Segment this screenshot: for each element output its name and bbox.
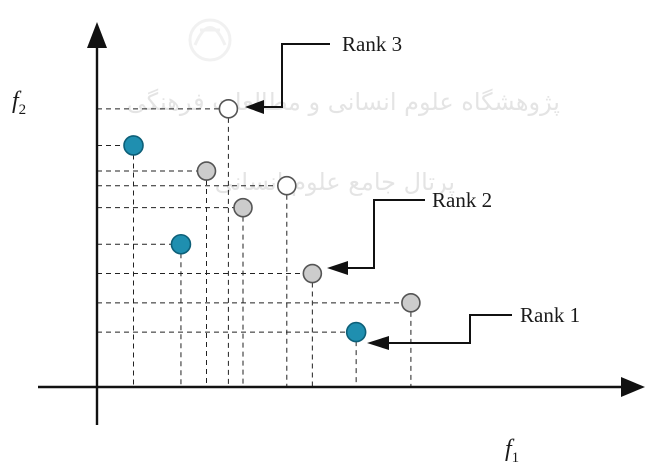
rank2-point <box>401 293 421 313</box>
rank3-point <box>276 175 297 196</box>
rank2-pointer-arrow-icon <box>327 261 348 275</box>
rank1-label: Rank 1 <box>520 303 580 327</box>
rank3-label: Rank 3 <box>342 32 402 56</box>
rank1-pointer-line <box>387 314 512 344</box>
solution-points <box>123 99 421 343</box>
rank1-point <box>170 233 192 255</box>
rank2-point <box>233 197 253 218</box>
watermark: پژوهشگاه علوم انسانی و مطالعات فرهنگی پر… <box>127 18 560 196</box>
rank1-point <box>345 321 367 343</box>
rank2-point <box>196 161 217 181</box>
rank3-callout: Rank 3 <box>245 32 402 114</box>
watermark-emblem-icon <box>188 18 232 62</box>
watermark-line-2: پرتال جامع علوم انسانی <box>215 168 455 196</box>
rank1-point <box>123 135 144 156</box>
rank1-pointer-arrow-icon <box>367 336 389 350</box>
rank3-pointer-line <box>262 43 330 108</box>
x-axis-label: f1 <box>505 436 519 466</box>
watermark-line-1: پژوهشگاه علوم انسانی و مطالعات فرهنگی <box>127 88 560 116</box>
rank3-pointer-arrow-icon <box>245 100 264 114</box>
rank3-point <box>218 99 239 119</box>
x-axis-arrow-icon <box>621 377 645 397</box>
axes: f1 f2 <box>12 22 645 466</box>
y-axis-arrow-icon <box>87 22 107 48</box>
rank2-pointer-line <box>346 199 425 269</box>
dashed-guide-lines <box>97 108 412 387</box>
rank1-callout: Rank 1 <box>367 303 580 350</box>
rank2-callout: Rank 2 <box>327 188 492 275</box>
rank2-point <box>302 263 323 284</box>
rank2-label: Rank 2 <box>432 188 492 212</box>
y-axis-label: f2 <box>12 88 26 118</box>
